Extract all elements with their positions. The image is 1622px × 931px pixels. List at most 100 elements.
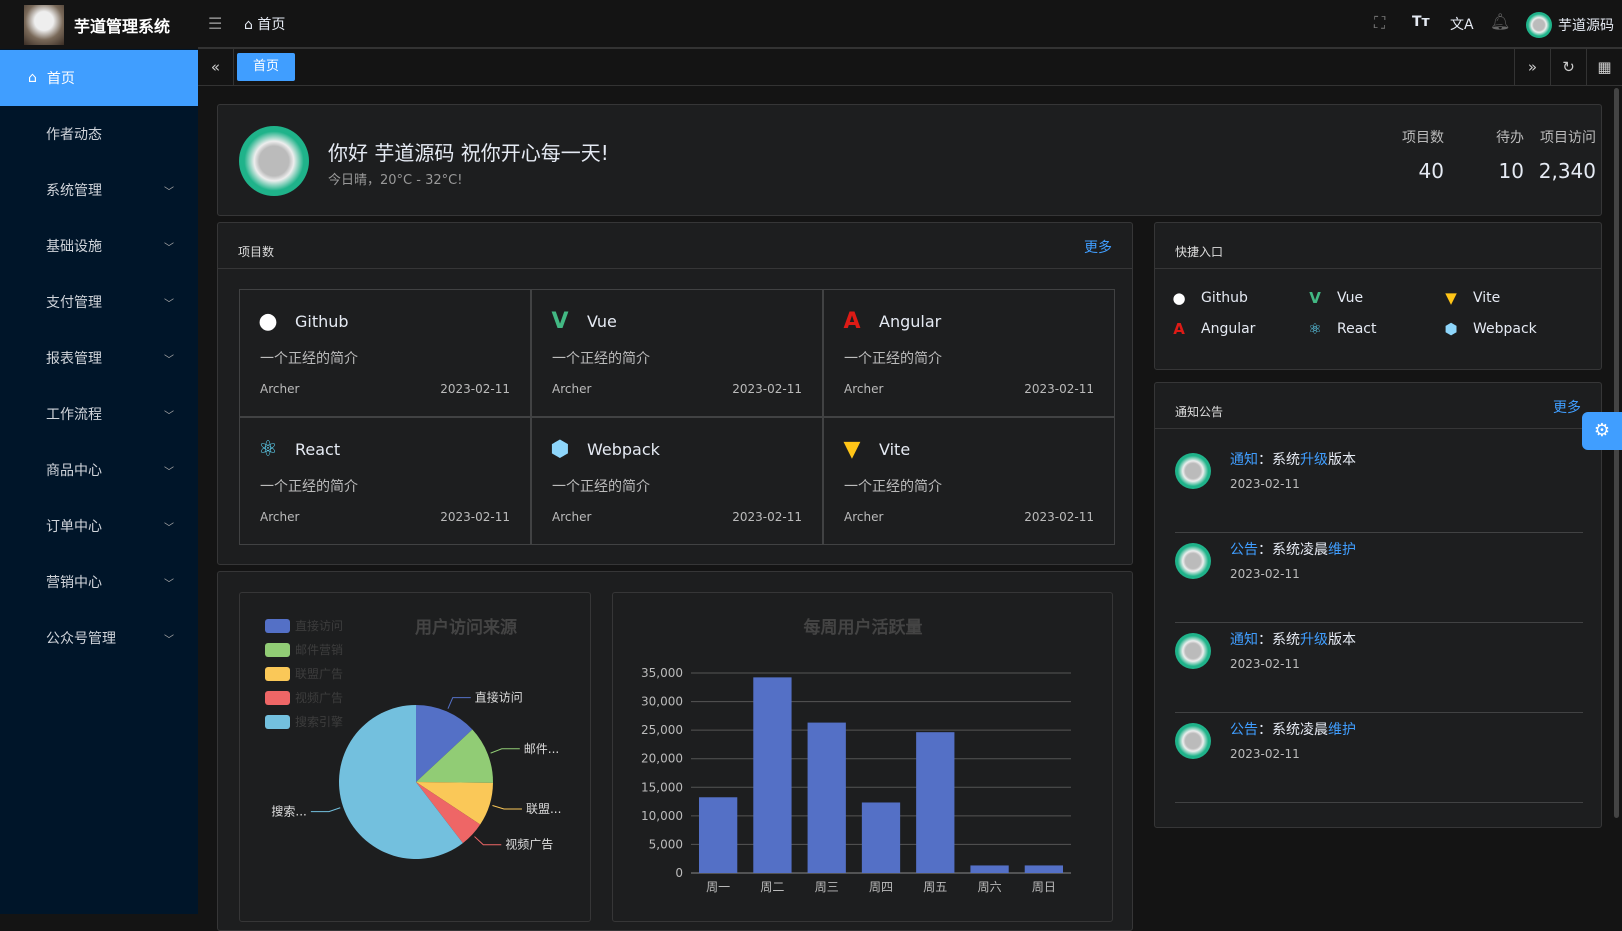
- bar[interactable]: [916, 732, 955, 873]
- sidebar-item-5[interactable]: 报表管理 ﹀: [0, 330, 198, 386]
- y-tick-label: 25,000: [641, 723, 683, 737]
- shortcut-angular[interactable]: A Angular: [1171, 320, 1255, 338]
- notices-more-link[interactable]: 更多: [1553, 400, 1581, 416]
- project-desc: 一个正经的简介: [552, 479, 650, 495]
- vue-icon: V: [1309, 289, 1321, 307]
- project-card-vite[interactable]: ▼ Vite 一个正经的简介 Archer 2023-02-11: [823, 417, 1115, 545]
- fullscreen-icon[interactable]: ⛶: [1374, 13, 1386, 32]
- pie-slice[interactable]: [416, 729, 493, 783]
- scrollbar[interactable]: [1614, 88, 1619, 818]
- stat-label: 待办: [1496, 130, 1524, 146]
- projects-title: 项目数: [238, 245, 275, 259]
- pie-slice[interactable]: [416, 782, 481, 844]
- scroll-left-icon[interactable]: «: [198, 49, 234, 85]
- bar[interactable]: [753, 677, 792, 873]
- pie-slice[interactable]: [416, 705, 473, 782]
- legend-swatch[interactable]: [265, 691, 290, 705]
- legend-label[interactable]: 联盟广告: [295, 667, 343, 681]
- sidebar-item-2[interactable]: 系统管理 ﹀: [0, 162, 198, 218]
- projects-card: 项目数 更多 ● Github 一个正经的简介 Archer 2023-02-11 V Vu…: [217, 222, 1133, 565]
- chevron-down-icon: ﹀: [164, 634, 174, 646]
- shortcut-webpack[interactable]: ⬢ Webpack: [1443, 320, 1536, 338]
- stat-value: 40: [1418, 159, 1444, 183]
- chevron-down-icon: ﹀: [164, 354, 174, 366]
- chevron-down-icon: ﹀: [164, 186, 174, 198]
- legend-label[interactable]: 邮件营销: [295, 643, 343, 657]
- bell-icon[interactable]: 🔔︎: [1490, 12, 1511, 31]
- legend-label[interactable]: 搜索引擎: [295, 714, 343, 729]
- notice-text: 系统凌晨: [1272, 722, 1328, 738]
- refresh-icon[interactable]: ↻: [1550, 49, 1586, 85]
- webpack-icon: ⬢: [550, 437, 570, 462]
- legend-swatch[interactable]: [265, 715, 290, 729]
- pie-label-line: [474, 836, 502, 846]
- project-author: Archer: [260, 510, 300, 524]
- x-tick-label: 周六: [978, 880, 1002, 894]
- project-desc: 一个正经的简介: [260, 479, 358, 495]
- sidebar-item-3[interactable]: 基础设施 ﹀: [0, 218, 198, 274]
- translate-icon[interactable]: 文A: [1450, 17, 1474, 33]
- sidebar-item-9[interactable]: 营销中心 ﹀: [0, 554, 198, 610]
- stat-label: 项目数: [1402, 130, 1444, 146]
- sidebar-item-7[interactable]: 商品中心 ﹀: [0, 442, 198, 498]
- notice-date: 2023-02-11: [1230, 747, 1300, 761]
- grid-menu-icon[interactable]: ▦: [1586, 49, 1622, 85]
- tab-home[interactable]: 首页: [237, 53, 296, 81]
- logo[interactable]: 芋道管理系统: [0, 0, 198, 49]
- pie-slice[interactable]: [416, 782, 493, 825]
- font-size-icon[interactable]: Tт: [1412, 14, 1430, 30]
- shortcut-vue[interactable]: V Vue: [1307, 289, 1363, 307]
- notice-item[interactable]: 公告：系统凌晨维护 2023-02-11: [1175, 533, 1583, 623]
- project-name: Vue: [587, 312, 617, 331]
- home-icon: ⌂: [244, 17, 253, 33]
- user-avatar[interactable]: [1526, 12, 1552, 38]
- legend-swatch[interactable]: [265, 619, 290, 633]
- bar[interactable]: [861, 802, 901, 873]
- y-tick-label: 35,000: [641, 666, 683, 680]
- sidebar-item-0[interactable]: ⌂ 首页: [0, 50, 198, 106]
- notice-item[interactable]: 通知：系统升级版本 2023-02-11: [1175, 623, 1583, 713]
- notice-item[interactable]: 通知：系统升级版本 2023-02-11: [1175, 443, 1583, 533]
- home-icon: ⌂: [28, 70, 37, 86]
- notice-avatar: [1175, 453, 1211, 489]
- legend-swatch[interactable]: [265, 643, 290, 657]
- legend-swatch[interactable]: [265, 667, 290, 681]
- projects-more-link[interactable]: 更多: [1084, 240, 1112, 256]
- bar[interactable]: [699, 797, 738, 873]
- sidebar-item-4[interactable]: 支付管理 ﹀: [0, 274, 198, 330]
- sidebar-item-10[interactable]: 公众号管理 ﹀: [0, 610, 198, 666]
- project-author: Archer: [552, 510, 592, 524]
- project-card-webpack[interactable]: ⬢ Webpack 一个正经的简介 Archer 2023-02-11: [531, 417, 823, 545]
- legend-label[interactable]: 视频广告: [295, 690, 343, 705]
- project-card-github[interactable]: ● Github 一个正经的简介 Archer 2023-02-11: [239, 289, 531, 417]
- notice-date: 2023-02-11: [1230, 477, 1300, 491]
- sidebar-item-1[interactable]: 作者动态: [0, 106, 198, 162]
- stat-value: 2,340: [1538, 159, 1596, 183]
- sidebar-item-8[interactable]: 订单中心 ﹀: [0, 498, 198, 554]
- legend-label[interactable]: 直接访问: [295, 618, 343, 633]
- project-card-angular[interactable]: A Angular 一个正经的简介 Archer 2023-02-11: [823, 289, 1115, 417]
- notice-text-end: 版本: [1328, 632, 1356, 648]
- project-desc: 一个正经的简介: [260, 351, 358, 367]
- pie-slice[interactable]: [339, 705, 463, 859]
- project-card-vue[interactable]: V Vue 一个正经的简介 Archer 2023-02-11: [531, 289, 823, 417]
- breadcrumb[interactable]: ⌂ 首页: [244, 14, 285, 34]
- project-date: 2023-02-11: [440, 382, 510, 396]
- bar[interactable]: [807, 722, 846, 873]
- bar[interactable]: [970, 865, 1009, 873]
- menu-collapse-icon[interactable]: ☰: [208, 14, 223, 33]
- shortcut-github[interactable]: ● Github: [1171, 289, 1247, 307]
- project-card-react[interactable]: ⚛ React 一个正经的简介 Archer 2023-02-11: [239, 417, 531, 545]
- y-tick-label: 20,000: [641, 752, 683, 766]
- settings-gear-button[interactable]: ⚙: [1582, 412, 1622, 450]
- shortcut-react[interactable]: ⚛ React: [1307, 320, 1376, 338]
- weather: 今日晴，20°C - 32°C!: [328, 173, 463, 188]
- project-desc: 一个正经的简介: [552, 351, 650, 367]
- sidebar-item-6[interactable]: 工作流程 ﹀: [0, 386, 198, 442]
- user-name[interactable]: 芋道源码: [1558, 18, 1614, 34]
- greeting: 你好 芋道源码 祝你开心每一天!: [328, 141, 609, 165]
- bar[interactable]: [1024, 865, 1063, 873]
- notice-item[interactable]: 公告：系统凌晨维护 2023-02-11: [1175, 713, 1583, 803]
- scroll-right-icon[interactable]: »: [1514, 49, 1550, 85]
- shortcut-vite[interactable]: ▼ Vite: [1443, 289, 1500, 307]
